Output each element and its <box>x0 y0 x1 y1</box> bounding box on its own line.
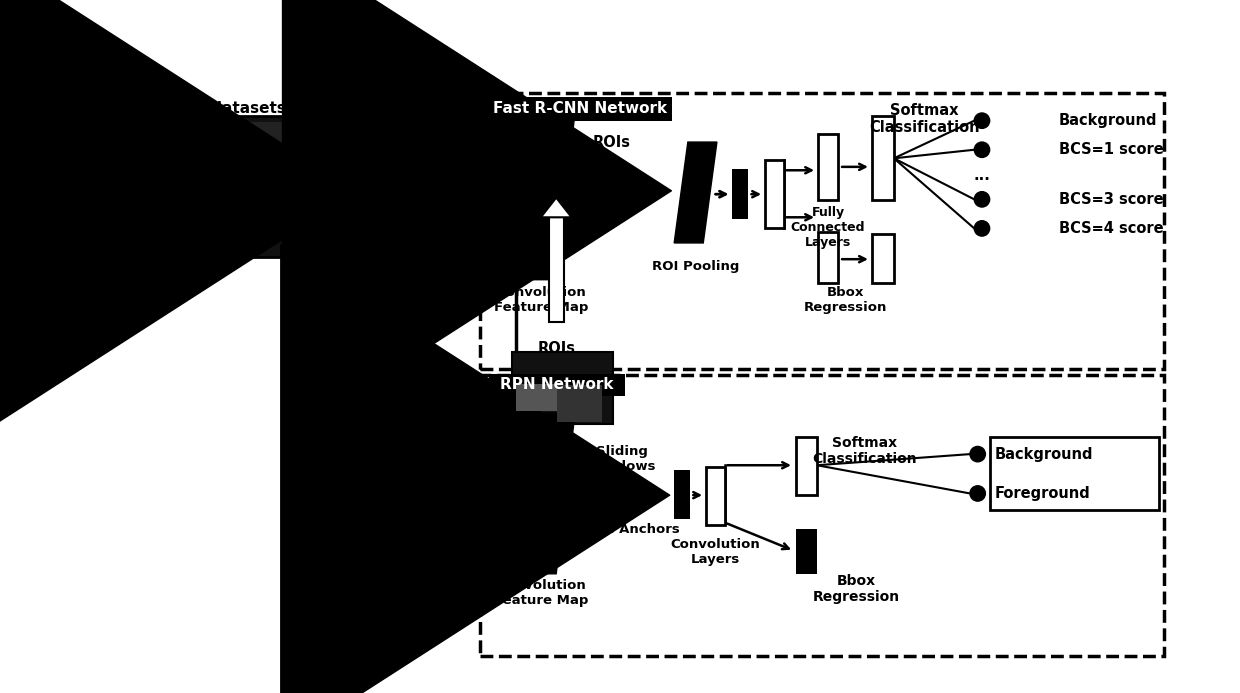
Circle shape <box>970 446 986 462</box>
Text: Convolution
Feature Map: Convolution Feature Map <box>495 579 589 608</box>
Bar <box>872 234 894 283</box>
Bar <box>138 116 299 258</box>
Text: Fast R-CNN Network: Fast R-CNN Network <box>494 101 667 116</box>
Bar <box>141 229 169 253</box>
Text: Images datasets: Images datasets <box>144 101 286 116</box>
Text: Bbox
Regression: Bbox Regression <box>812 574 900 604</box>
Bar <box>489 374 625 396</box>
Bar <box>765 160 784 229</box>
Bar <box>872 116 894 200</box>
Text: BCS=3 score: BCS=3 score <box>1059 192 1163 207</box>
Polygon shape <box>675 142 717 243</box>
Bar <box>363 259 402 335</box>
Circle shape <box>970 486 986 501</box>
Bar <box>480 376 1164 656</box>
Bar <box>557 385 601 423</box>
Circle shape <box>975 192 990 207</box>
Bar <box>167 200 217 232</box>
Text: ROIs: ROIs <box>537 340 575 356</box>
Circle shape <box>975 220 990 236</box>
Bar <box>480 94 1164 369</box>
Text: Convolution
Feature Map: Convolution Feature Map <box>495 286 589 314</box>
Text: ROIs: ROIs <box>593 135 631 150</box>
Text: BCS=4 score: BCS=4 score <box>1059 221 1163 236</box>
Text: Common
Convolution
Layers: Common Convolution Layers <box>337 344 428 387</box>
Text: Create Anchors: Create Anchors <box>564 523 680 536</box>
Text: Sliding
Windows: Sliding Windows <box>588 445 656 473</box>
Polygon shape <box>507 112 575 280</box>
Bar <box>990 437 1159 509</box>
Bar <box>796 529 817 574</box>
Text: RPN Network: RPN Network <box>500 378 614 392</box>
Bar <box>363 97 402 335</box>
Text: Softmax
Classification: Softmax Classification <box>812 436 918 466</box>
Bar <box>818 134 838 200</box>
Bar <box>146 218 193 253</box>
Text: Softmax
Classification: Softmax Classification <box>869 103 980 135</box>
Bar <box>675 470 689 519</box>
Text: Bbox
Regression: Bbox Regression <box>804 286 887 314</box>
Text: Foreground: Foreground <box>994 486 1090 501</box>
Bar <box>208 179 285 226</box>
Bar <box>818 232 838 283</box>
Bar <box>489 97 672 121</box>
Text: ...: ... <box>973 168 991 183</box>
Circle shape <box>975 113 990 128</box>
Bar <box>141 123 201 179</box>
Polygon shape <box>507 413 575 574</box>
Bar <box>512 352 613 424</box>
Text: Background: Background <box>1059 113 1157 128</box>
Bar <box>196 229 234 256</box>
Text: BCS=1 score: BCS=1 score <box>1059 142 1163 157</box>
Bar <box>733 169 748 219</box>
Bar <box>516 384 563 412</box>
Bar <box>706 467 724 525</box>
Bar <box>234 123 291 164</box>
Bar <box>796 437 817 495</box>
Text: Image Input: Image Input <box>283 157 383 172</box>
Text: ROI Pooling: ROI Pooling <box>652 259 739 272</box>
Polygon shape <box>541 198 572 218</box>
Bar <box>548 218 564 322</box>
Text: Fully
Connected
Layers: Fully Connected Layers <box>791 206 866 249</box>
Text: Background: Background <box>994 446 1094 462</box>
Text: Convolution
Layers: Convolution Layers <box>671 538 760 566</box>
Circle shape <box>975 142 990 157</box>
